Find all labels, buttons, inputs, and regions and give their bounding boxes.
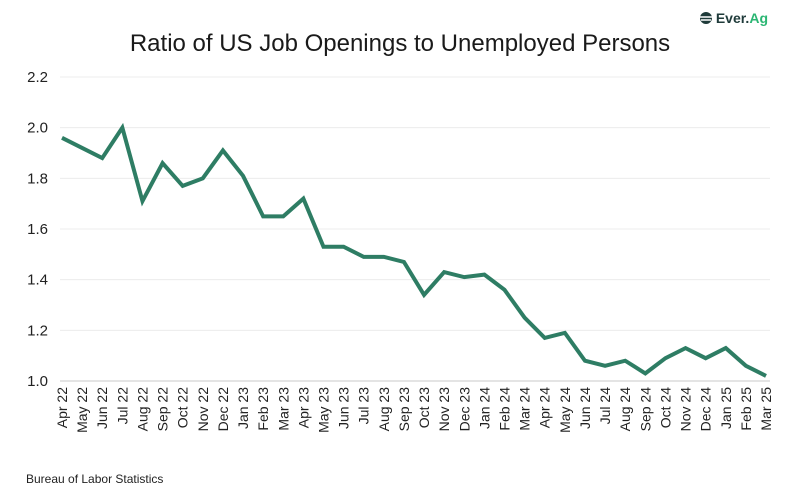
x-tick-label: Dec 24 bbox=[698, 387, 714, 432]
x-tick-label: Mar 25 bbox=[758, 387, 774, 431]
y-tick-label: 2.2 bbox=[27, 69, 48, 86]
x-tick-label: Jun 24 bbox=[577, 387, 593, 429]
x-tick-label: Aug 24 bbox=[617, 387, 633, 432]
x-tick-label: Jul 23 bbox=[356, 387, 372, 425]
y-tick-label: 1.4 bbox=[27, 272, 48, 289]
chart-title: Ratio of US Job Openings to Unemployed P… bbox=[129, 30, 671, 57]
x-tick-label: Jan 24 bbox=[476, 387, 492, 429]
x-tick-label: Sep 24 bbox=[637, 387, 653, 432]
globe-icon bbox=[699, 12, 712, 24]
x-tick-label: Oct 24 bbox=[657, 387, 673, 428]
x-tick-label: Sep 22 bbox=[155, 387, 171, 432]
x-tick-label: Aug 23 bbox=[376, 387, 392, 432]
x-tick-label: Feb 23 bbox=[255, 387, 271, 431]
y-tick-label: 2.0 bbox=[27, 120, 48, 137]
x-tick-label: Nov 22 bbox=[195, 387, 211, 432]
x-tick-label: Jul 24 bbox=[597, 387, 613, 425]
x-tick-label: Dec 22 bbox=[215, 387, 231, 432]
x-tick-label: Nov 23 bbox=[436, 387, 452, 432]
y-tick-label: 1.2 bbox=[27, 322, 48, 339]
everag-logo: Ever. Ag bbox=[699, 10, 768, 26]
y-tick-label: 1.8 bbox=[27, 170, 48, 187]
x-tick-label: Dec 23 bbox=[456, 387, 472, 432]
x-tick-label: Apr 24 bbox=[537, 387, 553, 428]
x-tick-label: Sep 23 bbox=[396, 387, 412, 432]
x-tick-label: May 24 bbox=[557, 387, 573, 433]
x-tick-label: Nov 24 bbox=[678, 387, 694, 432]
x-tick-label: Apr 22 bbox=[54, 387, 70, 428]
x-tick-label: May 23 bbox=[315, 387, 331, 433]
y-tick-label: 1.0 bbox=[27, 373, 48, 390]
logo-text-accent: Ag bbox=[749, 10, 768, 26]
logo-text: Ever. bbox=[715, 10, 750, 26]
x-tick-label: May 22 bbox=[74, 387, 90, 433]
x-tick-label: Mar 24 bbox=[517, 387, 533, 431]
x-tick-label: Jun 22 bbox=[94, 387, 110, 429]
series-line bbox=[61, 122, 767, 378]
x-tick-label: Apr 23 bbox=[295, 387, 311, 428]
y-tick-label: 1.6 bbox=[27, 221, 48, 238]
x-tick-label: Oct 23 bbox=[416, 387, 432, 428]
x-tick-label: Aug 22 bbox=[134, 387, 150, 432]
x-tick-label: Mar 23 bbox=[275, 387, 291, 431]
x-tick-label: Feb 25 bbox=[738, 387, 754, 431]
source-note: Bureau of Labor Statistics bbox=[26, 472, 164, 486]
x-tick-label: Jan 25 bbox=[718, 387, 734, 429]
x-tick-label: Jun 23 bbox=[336, 387, 352, 429]
x-tick-label: Jul 22 bbox=[114, 387, 130, 425]
x-tick-label: Feb 24 bbox=[497, 387, 513, 431]
x-tick-label: Oct 22 bbox=[175, 387, 191, 428]
x-tick-label: Jan 23 bbox=[235, 387, 251, 429]
